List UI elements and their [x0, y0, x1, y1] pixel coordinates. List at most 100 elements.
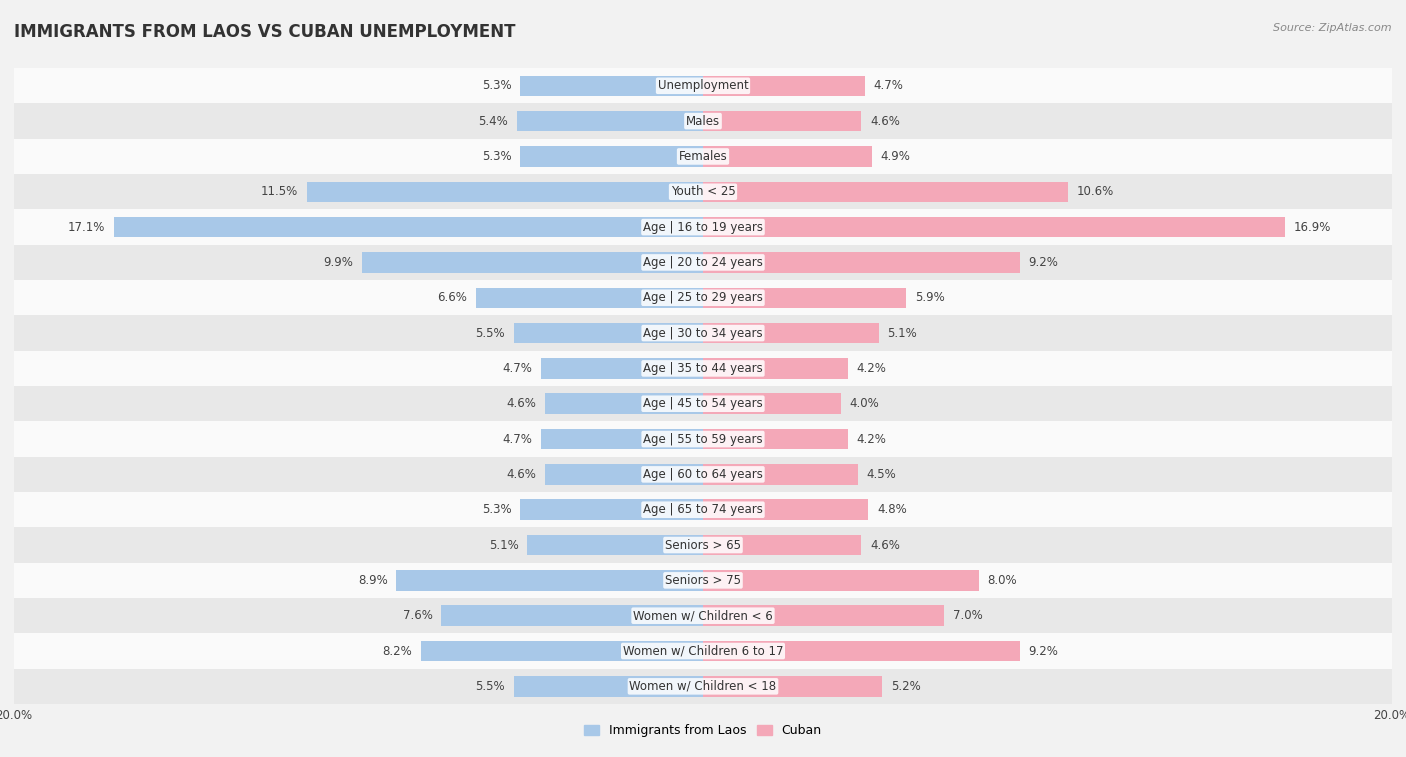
- Legend: Immigrants from Laos, Cuban: Immigrants from Laos, Cuban: [579, 719, 827, 743]
- Bar: [361, 252, 703, 273]
- Bar: [513, 676, 703, 696]
- Bar: [14, 386, 1392, 422]
- Text: Unemployment: Unemployment: [658, 79, 748, 92]
- Text: Women w/ Children 6 to 17: Women w/ Children 6 to 17: [623, 644, 783, 658]
- Bar: [703, 570, 979, 590]
- Bar: [703, 534, 862, 556]
- Text: Males: Males: [686, 114, 720, 128]
- Text: 4.7%: 4.7%: [502, 432, 533, 446]
- Bar: [307, 182, 703, 202]
- Bar: [520, 146, 703, 167]
- Text: Source: ZipAtlas.com: Source: ZipAtlas.com: [1274, 23, 1392, 33]
- Bar: [14, 350, 1392, 386]
- Text: Youth < 25: Youth < 25: [671, 185, 735, 198]
- Bar: [703, 146, 872, 167]
- Text: 4.5%: 4.5%: [866, 468, 897, 481]
- Text: 5.3%: 5.3%: [482, 503, 512, 516]
- Bar: [703, 322, 879, 344]
- Bar: [703, 111, 862, 132]
- Bar: [14, 492, 1392, 528]
- Text: 8.9%: 8.9%: [359, 574, 388, 587]
- Bar: [520, 500, 703, 520]
- Text: Age | 45 to 54 years: Age | 45 to 54 years: [643, 397, 763, 410]
- Bar: [513, 322, 703, 344]
- Bar: [544, 464, 703, 484]
- Text: Age | 16 to 19 years: Age | 16 to 19 years: [643, 220, 763, 234]
- Bar: [703, 182, 1069, 202]
- Text: 9.9%: 9.9%: [323, 256, 353, 269]
- Text: 5.4%: 5.4%: [478, 114, 509, 128]
- Text: 11.5%: 11.5%: [262, 185, 298, 198]
- Bar: [703, 288, 907, 308]
- Text: 17.1%: 17.1%: [67, 220, 105, 234]
- Text: Seniors > 65: Seniors > 65: [665, 538, 741, 552]
- Text: 4.6%: 4.6%: [870, 114, 900, 128]
- Text: 4.2%: 4.2%: [856, 432, 886, 446]
- Text: 6.6%: 6.6%: [437, 291, 467, 304]
- Text: Women w/ Children < 18: Women w/ Children < 18: [630, 680, 776, 693]
- Text: 8.2%: 8.2%: [382, 644, 412, 658]
- Bar: [114, 217, 703, 238]
- Bar: [703, 394, 841, 414]
- Text: 5.1%: 5.1%: [489, 538, 519, 552]
- Text: 7.0%: 7.0%: [953, 609, 983, 622]
- Text: 5.3%: 5.3%: [482, 79, 512, 92]
- Text: 4.7%: 4.7%: [502, 362, 533, 375]
- Bar: [14, 528, 1392, 562]
- Bar: [14, 245, 1392, 280]
- Bar: [14, 104, 1392, 139]
- Bar: [703, 428, 848, 450]
- Text: 8.0%: 8.0%: [987, 574, 1017, 587]
- Bar: [527, 534, 703, 556]
- Bar: [703, 252, 1019, 273]
- Bar: [14, 280, 1392, 316]
- Text: 10.6%: 10.6%: [1077, 185, 1114, 198]
- Text: 4.0%: 4.0%: [849, 397, 879, 410]
- Text: 4.6%: 4.6%: [506, 468, 536, 481]
- Text: Age | 35 to 44 years: Age | 35 to 44 years: [643, 362, 763, 375]
- Bar: [703, 76, 865, 96]
- Bar: [420, 640, 703, 662]
- Bar: [703, 676, 882, 696]
- Text: Females: Females: [679, 150, 727, 163]
- Text: 16.9%: 16.9%: [1294, 220, 1331, 234]
- Bar: [14, 598, 1392, 634]
- Bar: [703, 464, 858, 484]
- Text: 4.2%: 4.2%: [856, 362, 886, 375]
- Text: 5.1%: 5.1%: [887, 326, 917, 340]
- Bar: [703, 640, 1019, 662]
- Text: 4.8%: 4.8%: [877, 503, 907, 516]
- Bar: [14, 68, 1392, 104]
- Bar: [517, 111, 703, 132]
- Text: 9.2%: 9.2%: [1029, 256, 1059, 269]
- Text: 9.2%: 9.2%: [1029, 644, 1059, 658]
- Bar: [14, 139, 1392, 174]
- Text: IMMIGRANTS FROM LAOS VS CUBAN UNEMPLOYMENT: IMMIGRANTS FROM LAOS VS CUBAN UNEMPLOYME…: [14, 23, 516, 41]
- Text: 5.3%: 5.3%: [482, 150, 512, 163]
- Text: 5.5%: 5.5%: [475, 680, 505, 693]
- Text: Age | 65 to 74 years: Age | 65 to 74 years: [643, 503, 763, 516]
- Text: 7.6%: 7.6%: [402, 609, 433, 622]
- Bar: [520, 76, 703, 96]
- Bar: [441, 606, 703, 626]
- Bar: [703, 217, 1285, 238]
- Text: 4.7%: 4.7%: [873, 79, 904, 92]
- Bar: [14, 316, 1392, 350]
- Text: Age | 30 to 34 years: Age | 30 to 34 years: [643, 326, 763, 340]
- Bar: [703, 358, 848, 378]
- Text: Age | 20 to 24 years: Age | 20 to 24 years: [643, 256, 763, 269]
- Bar: [14, 668, 1392, 704]
- Text: Age | 55 to 59 years: Age | 55 to 59 years: [643, 432, 763, 446]
- Text: 5.9%: 5.9%: [915, 291, 945, 304]
- Text: Age | 25 to 29 years: Age | 25 to 29 years: [643, 291, 763, 304]
- Text: Women w/ Children < 6: Women w/ Children < 6: [633, 609, 773, 622]
- Text: 5.5%: 5.5%: [475, 326, 505, 340]
- Bar: [14, 562, 1392, 598]
- Bar: [14, 210, 1392, 245]
- Bar: [544, 394, 703, 414]
- Text: Seniors > 75: Seniors > 75: [665, 574, 741, 587]
- Text: 4.6%: 4.6%: [506, 397, 536, 410]
- Bar: [396, 570, 703, 590]
- Text: 5.2%: 5.2%: [891, 680, 921, 693]
- Bar: [14, 456, 1392, 492]
